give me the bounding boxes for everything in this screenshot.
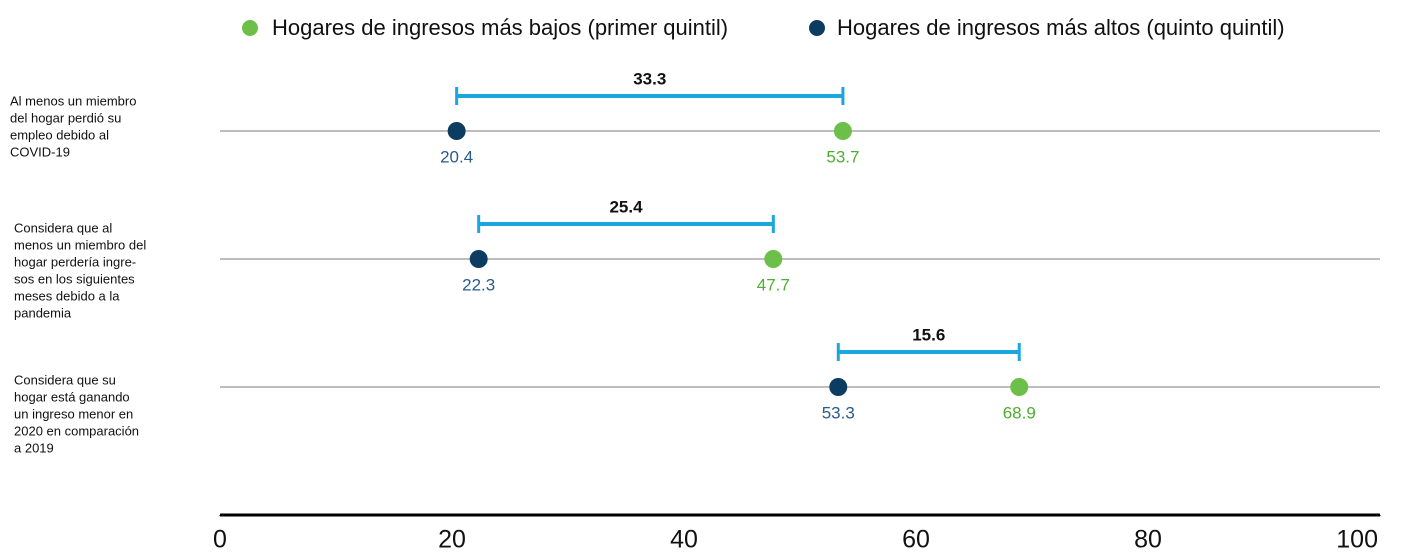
- gap-label: 25.4: [609, 197, 643, 216]
- x-tick-label: 80: [1134, 526, 1162, 552]
- x-tick-label: 20: [438, 526, 466, 552]
- value-label: 68.9: [1003, 403, 1036, 422]
- legend-marker: [809, 20, 825, 36]
- category-label: 2020 en comparación: [14, 423, 139, 438]
- gap-label: 15.6: [912, 325, 945, 344]
- dot: [447, 122, 466, 140]
- category-label: hogar perdería ingre-: [14, 254, 136, 269]
- value-label: 47.7: [757, 275, 790, 294]
- category-label: Considera que al: [14, 220, 112, 235]
- category-label: del hogar perdió su: [10, 110, 121, 125]
- dot: [1010, 378, 1029, 396]
- dot: [469, 250, 488, 268]
- dot: [764, 250, 783, 268]
- category-label: Al menos un miembro: [10, 93, 136, 108]
- legend-marker: [242, 20, 258, 36]
- x-tick-label: 40: [670, 526, 698, 552]
- category-label: COVID-19: [10, 144, 70, 159]
- category-label: Considera que su: [14, 372, 116, 387]
- x-tick-label: 100: [1336, 526, 1378, 552]
- value-label: 22.3: [462, 275, 495, 294]
- category-label: meses debido a la: [14, 288, 120, 303]
- gap-label: 33.3: [633, 69, 666, 88]
- category-label: a 2019: [14, 440, 54, 455]
- category-label: pandemia: [14, 305, 72, 320]
- dot: [829, 378, 848, 396]
- x-tick-label: 0: [213, 526, 227, 552]
- value-label: 53.3: [822, 403, 855, 422]
- dot: [833, 122, 852, 140]
- x-tick-label: 60: [902, 526, 930, 552]
- category-label: menos un miembro del: [14, 237, 146, 252]
- value-label: 20.4: [440, 147, 473, 166]
- legend-label: Hogares de ingresos más altos (quinto qu…: [837, 15, 1285, 40]
- category-label: un ingreso menor en: [14, 406, 133, 421]
- category-label: hogar está ganando: [14, 389, 130, 404]
- category-label: empleo debido al: [10, 127, 109, 142]
- legend-label: Hogares de ingresos más bajos (primer qu…: [272, 15, 728, 40]
- value-label: 53.7: [826, 147, 859, 166]
- category-label: sos en los siguientes: [14, 271, 135, 286]
